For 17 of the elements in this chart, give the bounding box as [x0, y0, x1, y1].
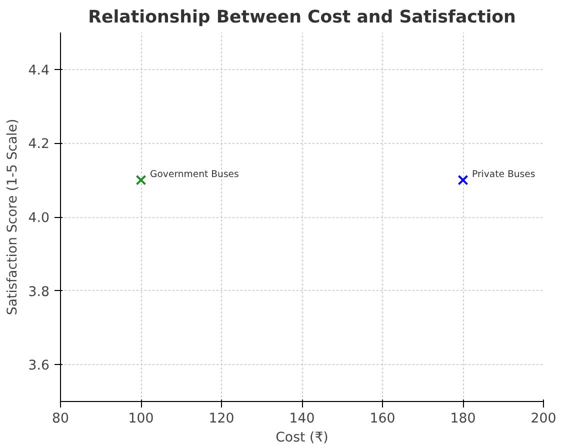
x-tick-label: 120: [208, 412, 234, 426]
y-axis-title: Satisfaction Score (1-5 Scale): [5, 118, 20, 316]
chart-title: Relationship Between Cost and Satisfaction: [88, 8, 516, 28]
x-axis-title: Cost (₹): [276, 430, 328, 446]
x-tick-label: 140: [289, 412, 315, 426]
y-tick-label: 3.6: [28, 358, 50, 374]
x-tick-label: 160: [370, 412, 396, 426]
x-tick-label: 100: [128, 412, 154, 426]
series-label: Government Buses: [150, 169, 240, 180]
y-tick-label: 4.2: [28, 137, 50, 152]
x-tick-label: 180: [450, 412, 476, 426]
x-tick-label: 200: [530, 412, 556, 426]
y-tick-label: 4.0: [28, 211, 50, 226]
series-label: Private Buses: [472, 169, 536, 180]
y-tick-label: 3.8: [28, 284, 50, 300]
x-tick-label: 80: [52, 412, 69, 426]
y-tick-label: 4.4: [28, 63, 50, 78]
